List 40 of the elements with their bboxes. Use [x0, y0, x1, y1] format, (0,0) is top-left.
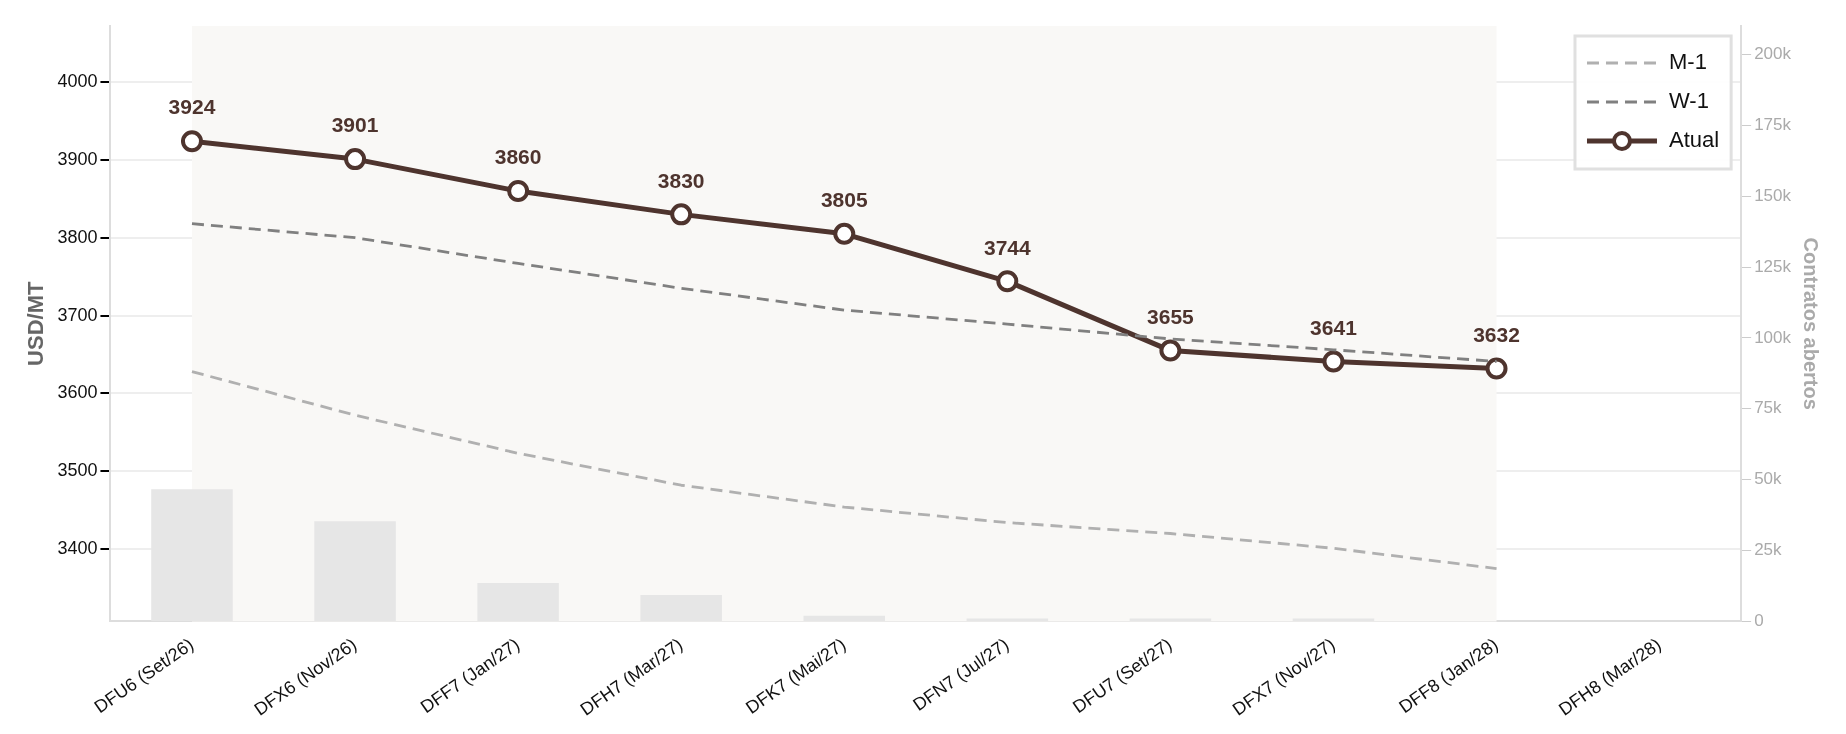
- y-tick-label: 3600: [57, 382, 98, 403]
- y2-tick-label: 75k: [1754, 398, 1783, 418]
- data-label: 3655: [1147, 304, 1195, 328]
- y2-tick-label: 175k: [1754, 114, 1792, 134]
- data-label: 3830: [657, 168, 705, 192]
- y2-tick-label: 100k: [1754, 327, 1792, 347]
- y2-tick-label: 50k: [1754, 469, 1783, 489]
- y-tick-label: 3400: [57, 538, 98, 559]
- point: [1485, 357, 1508, 380]
- data-label: 3641: [1310, 315, 1358, 339]
- legend-label: Atual: [1668, 127, 1720, 153]
- y2-axis-title: Contratos abertos: [1800, 237, 1823, 410]
- y2-tick-label: 25k: [1754, 540, 1783, 560]
- y2-tick-label: 150k: [1754, 185, 1792, 205]
- legend-label: W-1: [1668, 88, 1709, 114]
- y2-tick-label: 0: [1754, 611, 1764, 631]
- y-tick-label: 3900: [57, 148, 98, 169]
- y2-tick-label: 125k: [1754, 256, 1792, 276]
- point: [833, 222, 856, 245]
- data-label: 3901: [331, 113, 379, 137]
- data-label: 3805: [820, 188, 868, 212]
- data-label: 3632: [1473, 322, 1520, 346]
- point: [507, 180, 530, 203]
- point: [1322, 350, 1345, 373]
- line-series: [190, 370, 1498, 570]
- point: [344, 148, 367, 171]
- data-label: 3744: [983, 235, 1031, 259]
- y2-tick-label: 200k: [1754, 44, 1792, 64]
- y-tick-label: 4000: [57, 71, 98, 92]
- legend-label: M-1: [1668, 49, 1707, 75]
- y-tick-label: 3500: [57, 460, 98, 481]
- data-label: 3860: [494, 145, 542, 169]
- point: [1159, 339, 1182, 362]
- y-axis-title: USD/MT: [23, 281, 49, 366]
- data-label: 3924: [168, 95, 216, 119]
- point: [180, 130, 203, 153]
- point: [996, 270, 1019, 293]
- y-tick-label: 3700: [57, 304, 98, 325]
- y-tick-label: 3800: [57, 226, 98, 247]
- point: [670, 203, 693, 226]
